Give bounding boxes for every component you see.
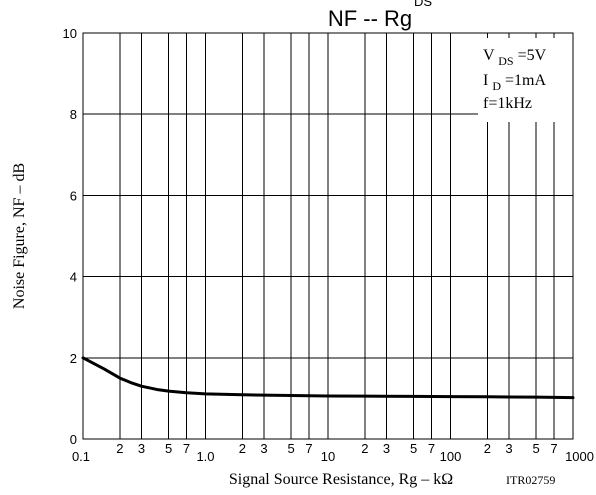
condition-vds-main: V — [483, 47, 495, 64]
x-minor-tick-label: 7 — [428, 441, 435, 456]
y-tick-label: 10 — [63, 26, 77, 41]
x-minor-tick-label: 2 — [484, 441, 491, 456]
x-minor-tick-label: 5 — [410, 441, 417, 456]
condition-id-main: I — [483, 72, 488, 89]
x-minor-tick-label: 5 — [533, 441, 540, 456]
condition-vds-value: =5V — [518, 47, 547, 64]
x-major-tick-label: 1.0 — [196, 449, 214, 464]
title-partial-subscript: DS — [414, 0, 432, 9]
x-minor-tick-label: 7 — [550, 441, 557, 456]
x-major-tick-label: 100 — [440, 449, 462, 464]
y-tick-label: 8 — [70, 107, 77, 122]
chart-title: NF -- Rg — [328, 6, 412, 31]
y-tick-label: 2 — [70, 351, 77, 366]
y-tick-labels: 0 2 4 6 8 10 — [63, 26, 77, 447]
figure-code: ITR02759 — [506, 473, 555, 487]
x-minor-tick-label: 3 — [505, 441, 512, 456]
x-minor-tick-label: 3 — [260, 441, 267, 456]
y-axis-label: Noise Figure, NF – dB — [11, 163, 28, 309]
nf-curve-series — [81, 356, 575, 400]
title-group: NF -- Rg DS — [328, 0, 433, 31]
x-major-tick-label: 1000 — [565, 449, 594, 464]
x-minor-tick-label: 3 — [138, 441, 145, 456]
x-minor-tick-label: 5 — [165, 441, 172, 456]
condition-id-value: =1mA — [505, 72, 546, 89]
condition-vds-sub: DS — [498, 54, 513, 68]
x-minor-tick-label: 3 — [383, 441, 390, 456]
x-minor-tick-label: 2 — [116, 441, 123, 456]
y-tick-label: 0 — [70, 432, 77, 447]
x-minor-tick-label: 7 — [305, 441, 312, 456]
x-major-tick-label: 10 — [321, 449, 335, 464]
y-tick-label: 4 — [70, 270, 77, 285]
x-minor-tick-label: 2 — [239, 441, 246, 456]
x-minor-tick-label: 7 — [183, 441, 190, 456]
conditions-legend: V DS =5V I D =1mA f=1kHz — [478, 38, 574, 122]
condition-freq: f=1kHz — [483, 95, 532, 112]
x-axis-label: Signal Source Resistance, Rg – kΩ — [229, 471, 453, 488]
plot-frame — [82, 32, 574, 440]
x-minor-tick-label: 5 — [288, 441, 295, 456]
x-major-tick-label: 0.1 — [72, 449, 90, 464]
legend-background — [478, 38, 574, 122]
x-minor-tick-label: 2 — [361, 441, 368, 456]
condition-id-sub: D — [492, 79, 501, 93]
y-tick-label: 6 — [70, 188, 77, 203]
condition-vds: V DS =5V — [483, 47, 547, 69]
condition-id: I D =1mA — [483, 72, 546, 94]
